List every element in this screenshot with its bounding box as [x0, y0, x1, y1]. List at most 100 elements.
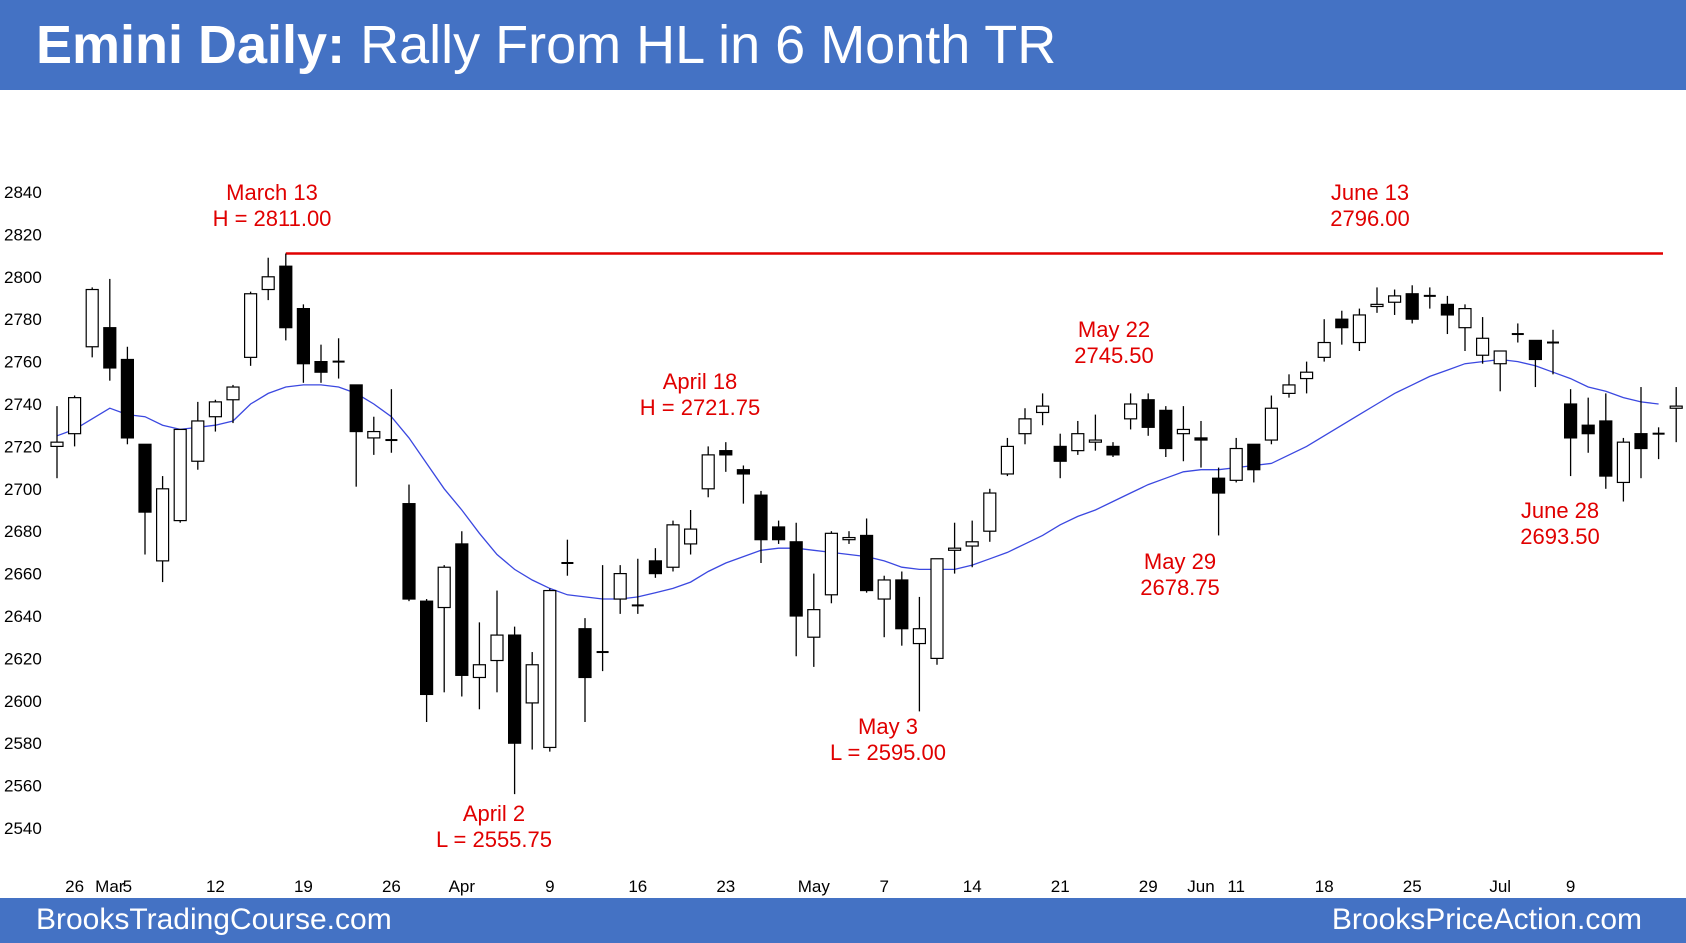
bull-candle-body [807, 609, 821, 638]
y-tick-label: 2720 [4, 437, 42, 456]
bull-candle-body [613, 572, 627, 600]
candle [385, 389, 398, 453]
candle [120, 346, 135, 445]
bear-candle-body [1440, 303, 1455, 316]
candle [67, 395, 82, 447]
bear-candle-body [719, 450, 733, 456]
candle [859, 518, 874, 593]
candle [754, 490, 768, 563]
bull-candle-body [1317, 341, 1331, 358]
candle [842, 531, 856, 544]
candle [983, 488, 997, 542]
bull-candle-body [1071, 433, 1085, 452]
bear-candle-body [1335, 318, 1349, 329]
bear-candle-body [1194, 437, 1208, 441]
bear-candle-body [1581, 424, 1595, 435]
candle [1440, 295, 1455, 335]
bull-candle-body [1493, 350, 1507, 365]
bear-candle-body [455, 543, 469, 676]
y-tick-label: 2580 [4, 734, 42, 753]
candle [771, 520, 786, 544]
y-tick-label: 2780 [4, 310, 42, 329]
candle [1634, 387, 1648, 479]
candle [279, 253, 293, 341]
candle [1229, 437, 1243, 483]
bear-candle-body [508, 634, 522, 744]
annotation-label: L = 2595.00 [830, 740, 946, 765]
annotation-label: June 13 [1331, 180, 1409, 205]
bull-candle-body [525, 664, 539, 704]
x-tick-label: 26 [65, 877, 84, 896]
bull-candle-body [1475, 337, 1490, 356]
bear-candle-body [859, 534, 874, 592]
y-tick-label: 2540 [4, 819, 42, 838]
candle [508, 626, 522, 795]
bull-candle-body [930, 558, 944, 660]
bear-candle-body [736, 469, 751, 475]
annotation-label: March 13 [226, 180, 318, 205]
candle [965, 520, 979, 568]
bull-candle-body [1370, 303, 1384, 308]
candle [1475, 317, 1490, 364]
x-tick-label: 19 [294, 877, 313, 896]
candle [930, 558, 944, 665]
x-tick-label: 11 [1227, 877, 1245, 896]
annotation-label: May 22 [1078, 317, 1150, 342]
candle [1088, 414, 1103, 451]
candle [1599, 393, 1613, 489]
candle [895, 571, 909, 646]
title-banner: Emini Daily: Rally From HL in 6 Month TR [0, 0, 1686, 90]
bear-candle-body [1141, 399, 1155, 428]
moving-average-line [56, 358, 1659, 600]
y-tick-label: 2840 [4, 183, 42, 202]
candle [701, 446, 715, 498]
annotation-label: 2693.50 [1520, 524, 1600, 549]
candle [1581, 397, 1595, 453]
candle [402, 484, 416, 602]
x-tick-label: Apr [449, 877, 476, 896]
bull-candle-body [85, 288, 99, 348]
bear-candle-body [1247, 443, 1261, 471]
bear-candle-body [1159, 409, 1173, 450]
candle [877, 575, 891, 638]
candle [1458, 304, 1472, 351]
bull-candle-body [191, 420, 205, 462]
candle [666, 520, 680, 572]
candle [1035, 393, 1050, 426]
candle [1563, 389, 1578, 477]
candle [332, 338, 345, 379]
bear-candle-body [1599, 420, 1613, 477]
bull-candle-body [208, 401, 222, 418]
candle [208, 399, 222, 432]
candle [719, 442, 733, 472]
candle [1423, 287, 1436, 309]
candle [173, 428, 187, 523]
candle [683, 510, 698, 555]
bull-candle-body [173, 428, 187, 522]
bull-candle-body [1352, 314, 1367, 344]
bull-candle-body [1035, 405, 1050, 414]
x-tick-label: 25 [1403, 877, 1422, 896]
annotation-label: May 29 [1144, 549, 1216, 574]
annotation-label: April 18 [663, 369, 738, 394]
candle [437, 565, 451, 693]
candle [1106, 442, 1120, 457]
bull-candle-body [261, 276, 275, 291]
candle [1282, 374, 1296, 398]
candle [349, 384, 363, 487]
annotation-label: H = 2811.00 [213, 206, 332, 231]
bull-candle-body [244, 293, 258, 358]
annotation-label: L = 2555.75 [436, 827, 552, 852]
candle [807, 573, 821, 667]
bull-candle-body [1299, 371, 1314, 380]
x-tick-label: 12 [206, 877, 225, 896]
bull-candle-body [683, 528, 698, 545]
bear-candle-body [895, 579, 909, 630]
x-tick-label: 18 [1315, 877, 1334, 896]
y-tick-label: 2820 [4, 225, 42, 244]
bear-candle-body [578, 628, 592, 679]
candle [1370, 287, 1384, 313]
bear-candle-body [1528, 339, 1543, 361]
bull-candle-body [50, 441, 64, 448]
candle [472, 622, 486, 710]
